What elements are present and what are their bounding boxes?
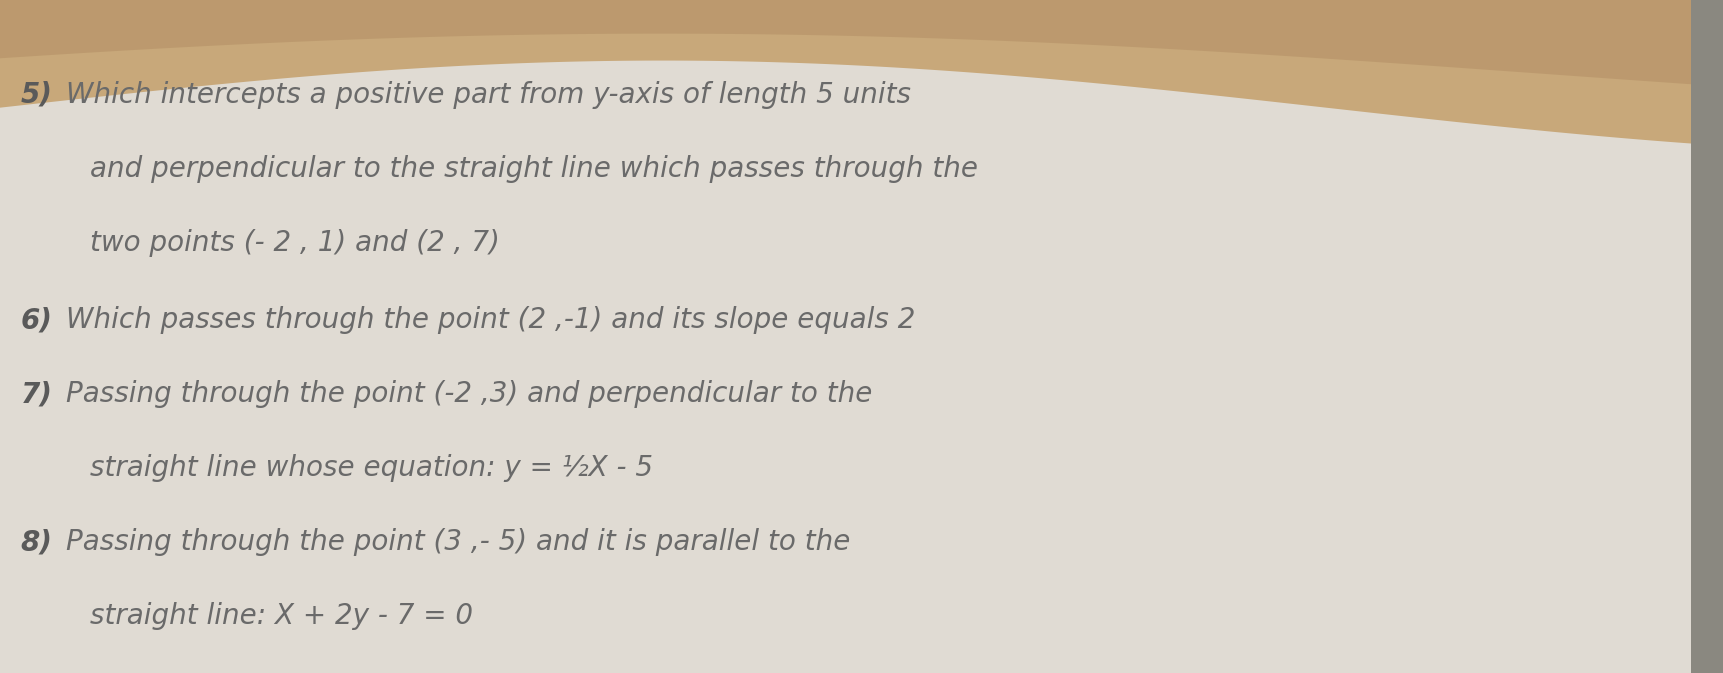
Text: Which intercepts a positive part from y-axis of length 5 units: Which intercepts a positive part from y-… [65, 81, 910, 109]
Text: 8): 8) [21, 528, 52, 557]
Text: straight line: X + 2y - 7 = 0: straight line: X + 2y - 7 = 0 [90, 602, 472, 631]
Text: two points (- 2 , 1) and (2 , 7): two points (- 2 , 1) and (2 , 7) [90, 229, 500, 257]
Text: Passing through the point (-2 ,3) and perpendicular to the: Passing through the point (-2 ,3) and pe… [65, 380, 872, 409]
Text: Which passes through the point (2 ,-1) and its slope equals 2: Which passes through the point (2 ,-1) a… [65, 306, 915, 334]
Text: 7): 7) [21, 380, 52, 409]
Text: 5): 5) [21, 81, 52, 109]
Bar [1690, 0, 1723, 673]
Text: 6): 6) [21, 306, 52, 334]
Polygon shape [0, 0, 1723, 146]
Text: Passing through the point (3 ,- 5) and it is parallel to the: Passing through the point (3 ,- 5) and i… [65, 528, 849, 557]
Polygon shape [0, 0, 1723, 87]
Text: straight line whose equation: y = ½X - 5: straight line whose equation: y = ½X - 5 [90, 454, 653, 483]
Text: and perpendicular to the straight line which passes through the: and perpendicular to the straight line w… [90, 155, 977, 183]
